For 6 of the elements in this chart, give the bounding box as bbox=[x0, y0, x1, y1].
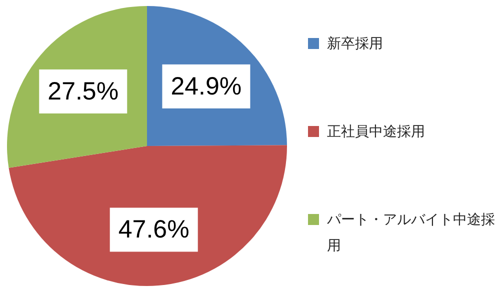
data-label: 24.9% bbox=[170, 72, 242, 100]
legend-label: 正社員中途採用 bbox=[327, 122, 425, 142]
legend-label: パート・アルバイト中途採用 bbox=[327, 210, 496, 256]
data-label: 27.5% bbox=[48, 77, 119, 106]
data-label: 47.6% bbox=[118, 216, 190, 244]
legend-label: 新卒採用 bbox=[327, 34, 383, 54]
